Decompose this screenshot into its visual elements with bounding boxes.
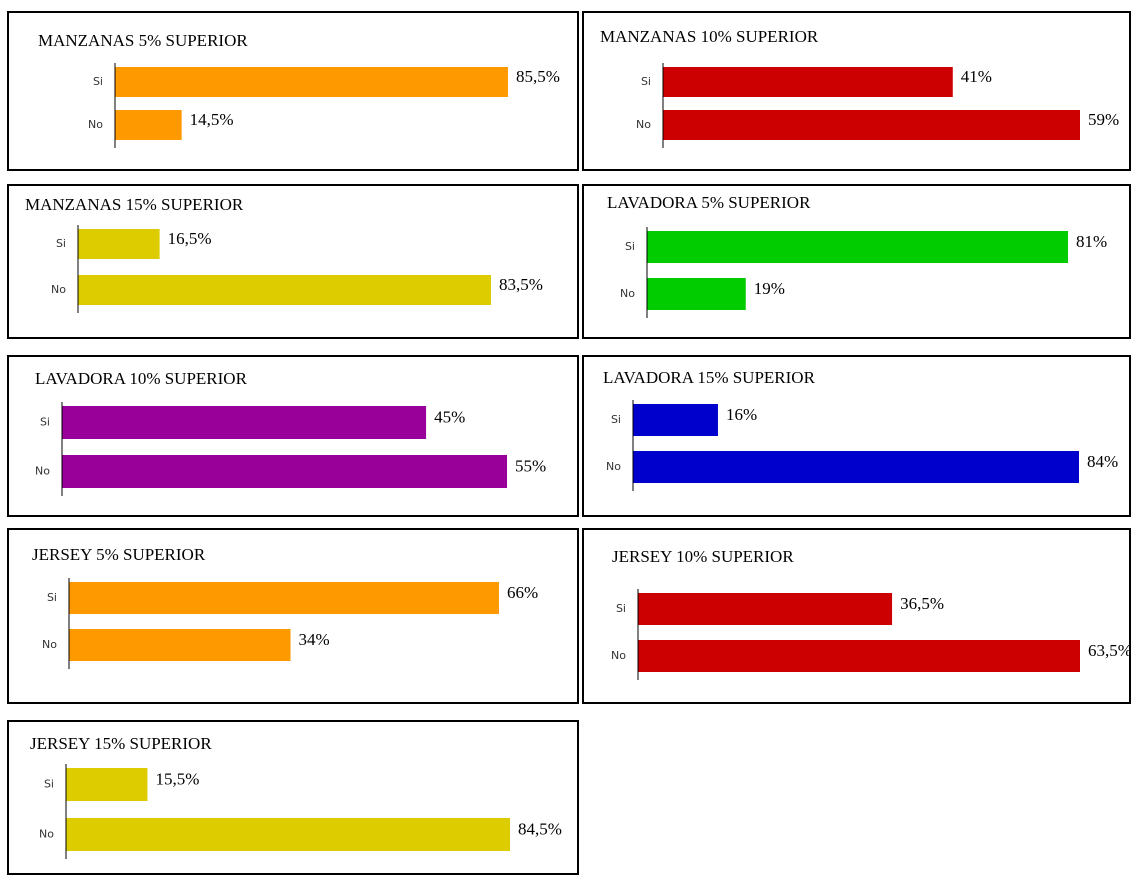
category-label: Si — [44, 778, 54, 791]
panel-frame — [582, 355, 1131, 517]
chart-title: LAVADORA 10% SUPERIOR — [35, 369, 248, 388]
bar — [62, 406, 427, 439]
category-label: No — [606, 460, 621, 473]
value-label: 36,5% — [900, 594, 944, 613]
bar — [66, 768, 148, 801]
value-label: 15,5% — [155, 769, 199, 788]
panel-frame — [582, 528, 1131, 704]
chart-title: JERSEY 5% SUPERIOR — [32, 545, 206, 564]
value-label: 16,5% — [168, 229, 212, 248]
value-label: 84,5% — [518, 819, 562, 838]
category-label: No — [35, 465, 50, 478]
category-label: Si — [625, 240, 635, 253]
bar — [663, 67, 953, 97]
bar — [633, 404, 718, 436]
panel-frame — [7, 11, 579, 171]
bar — [633, 451, 1079, 483]
category-label: No — [88, 118, 103, 131]
bar — [647, 278, 746, 310]
bar — [647, 231, 1068, 263]
category-label: Si — [47, 591, 57, 604]
panel-frame — [7, 528, 579, 704]
chart-title: LAVADORA 15% SUPERIOR — [603, 368, 816, 387]
panel-frame — [582, 184, 1131, 339]
category-label: Si — [56, 237, 66, 250]
chart-title: MANZANAS 10% SUPERIOR — [600, 27, 819, 46]
value-label: 14,5% — [190, 110, 234, 129]
bar — [638, 593, 893, 625]
bar — [78, 229, 160, 259]
bar — [69, 582, 499, 614]
value-label: 45% — [434, 407, 465, 426]
category-label: Si — [616, 602, 626, 615]
chart-title: JERSEY 15% SUPERIOR — [30, 734, 212, 753]
category-label: No — [611, 649, 626, 662]
value-label: 85,5% — [516, 67, 560, 86]
category-label: Si — [93, 75, 103, 88]
category-label: No — [39, 828, 54, 841]
bar — [638, 640, 1080, 672]
value-label: 66% — [507, 583, 538, 602]
chart-title: MANZANAS 5% SUPERIOR — [38, 31, 248, 50]
panel-frame — [7, 184, 579, 339]
value-label: 55% — [515, 456, 546, 475]
panel-frame — [7, 355, 579, 517]
category-label: Si — [611, 413, 621, 426]
value-label: 34% — [299, 630, 330, 649]
category-label: No — [620, 287, 635, 300]
bar — [62, 455, 507, 488]
value-label: 59% — [1088, 110, 1119, 129]
chart-title: MANZANAS 15% SUPERIOR — [25, 195, 244, 214]
category-label: No — [51, 283, 66, 296]
value-label: 16% — [726, 405, 757, 424]
value-label: 19% — [754, 279, 785, 298]
chart-title: LAVADORA 5% SUPERIOR — [607, 193, 811, 212]
category-label: Si — [40, 416, 50, 429]
panel-frame — [582, 11, 1131, 171]
value-label: 41% — [961, 67, 992, 86]
category-label: No — [42, 638, 57, 651]
value-label: 81% — [1076, 232, 1107, 251]
bar — [69, 629, 291, 661]
bar — [78, 275, 491, 305]
value-label: 83,5% — [499, 275, 543, 294]
chart-title: JERSEY 10% SUPERIOR — [612, 547, 794, 566]
bar — [663, 110, 1080, 140]
value-label: 63,5% — [1088, 641, 1131, 660]
bar — [115, 67, 508, 97]
category-label: No — [636, 118, 651, 131]
bar — [115, 110, 182, 140]
category-label: Si — [641, 75, 651, 88]
value-label: 84% — [1087, 452, 1118, 471]
bar — [66, 818, 510, 851]
panel-frame — [7, 720, 579, 875]
